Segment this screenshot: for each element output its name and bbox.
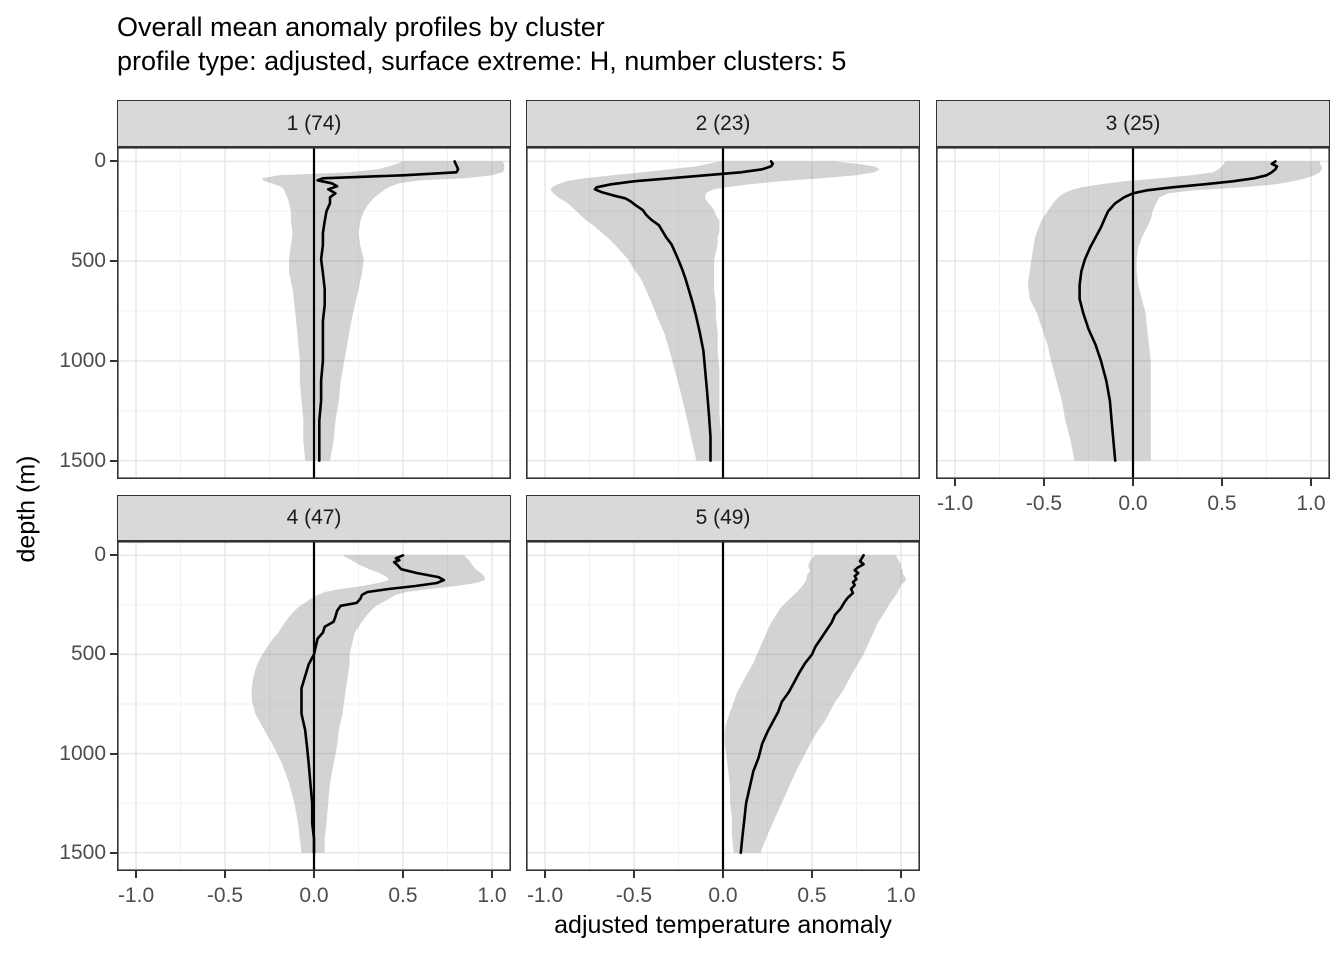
x-tick-mark bbox=[1132, 479, 1134, 486]
x-tick-mark bbox=[633, 871, 636, 878]
x-tick-mark bbox=[899, 871, 902, 878]
strip-label: 1 (74) bbox=[286, 111, 342, 135]
x-tick-mark bbox=[954, 479, 957, 486]
facet-panel: 3 (25) bbox=[936, 100, 1330, 479]
y-axis-tick-label: 1000 bbox=[59, 348, 106, 372]
y-axis-tick-label: 0 bbox=[94, 543, 106, 567]
x-axis-tick-label: -1.0 bbox=[526, 884, 564, 907]
x-axis-tick-label: 0.5 bbox=[388, 884, 418, 907]
x-axis-tick-label: 0.0 bbox=[708, 884, 738, 907]
y-tick-mark bbox=[110, 851, 117, 854]
y-tick-mark bbox=[110, 459, 117, 462]
facet-strip: 2 (23) bbox=[526, 100, 920, 147]
facet-strip: 4 (47) bbox=[117, 495, 511, 541]
x-axis-tick-label: 0.5 bbox=[1207, 492, 1237, 515]
x-axis-tick-label: 0.5 bbox=[797, 884, 827, 907]
x-tick-mark bbox=[1043, 479, 1046, 486]
facet-strip: 3 (25) bbox=[936, 100, 1330, 147]
strip-label: 3 (25) bbox=[1105, 111, 1161, 135]
x-tick-mark bbox=[722, 871, 724, 878]
panel-plot-svg bbox=[526, 147, 920, 479]
x-tick-mark bbox=[490, 871, 493, 878]
facet-strip: 5 (49) bbox=[526, 495, 920, 541]
y-tick-mark bbox=[110, 752, 117, 755]
strip-label: 4 (47) bbox=[286, 506, 342, 529]
y-axis-tick-label: 1500 bbox=[59, 840, 106, 864]
x-tick-mark bbox=[224, 871, 227, 878]
x-axis-title: adjusted temperature anomaly bbox=[554, 911, 892, 939]
panel-plot-svg bbox=[526, 541, 920, 871]
x-axis-tick-label: -1.0 bbox=[936, 492, 974, 515]
x-axis-tick-label: -0.5 bbox=[615, 884, 653, 907]
plot-title: Overall mean anomaly profiles by cluster bbox=[117, 12, 605, 42]
y-tick-mark bbox=[110, 653, 117, 656]
x-tick-mark bbox=[1309, 479, 1312, 486]
x-tick-mark bbox=[810, 871, 813, 878]
panel-plot-svg bbox=[117, 541, 511, 871]
strip-label: 2 (23) bbox=[695, 111, 751, 135]
x-axis-tick-label: -0.5 bbox=[1025, 492, 1063, 515]
x-axis-tick-label: -1.0 bbox=[117, 884, 155, 907]
panel-plot-svg bbox=[936, 147, 1330, 479]
y-axis-tick-label: 1500 bbox=[59, 448, 106, 472]
x-tick-mark bbox=[313, 871, 315, 878]
facet-strip: 1 (74) bbox=[117, 100, 511, 147]
y-axis-tick-label: 0 bbox=[94, 149, 106, 173]
x-tick-mark bbox=[1220, 479, 1223, 486]
facet-panel: 1 (74) bbox=[117, 100, 511, 479]
x-tick-mark bbox=[401, 871, 404, 878]
y-tick-mark bbox=[110, 160, 117, 163]
y-tick-mark bbox=[110, 359, 117, 362]
facet-panel: 5 (49) bbox=[526, 495, 920, 871]
x-axis-tick-label: 1.0 bbox=[477, 884, 507, 907]
y-axis-tick-label: 1000 bbox=[59, 741, 106, 765]
y-axis-tick-label: 500 bbox=[70, 642, 106, 666]
x-axis-tick-label: 1.0 bbox=[886, 884, 916, 907]
plot-subtitle: profile type: adjusted, surface extreme:… bbox=[117, 46, 847, 76]
y-tick-mark bbox=[110, 260, 117, 263]
panel-plot-svg bbox=[117, 147, 511, 479]
x-tick-mark bbox=[544, 871, 547, 878]
facet-panel: 2 (23) bbox=[526, 100, 920, 479]
facet-panel: 4 (47) bbox=[117, 495, 511, 871]
y-tick-mark bbox=[110, 554, 117, 557]
strip-label: 5 (49) bbox=[695, 506, 751, 529]
x-axis-tick-label: 0.0 bbox=[299, 884, 329, 907]
x-tick-mark bbox=[135, 871, 138, 878]
x-axis-tick-label: -0.5 bbox=[206, 884, 244, 907]
x-axis-tick-label: 1.0 bbox=[1296, 492, 1326, 515]
y-axis-tick-label: 500 bbox=[70, 249, 106, 273]
x-axis-tick-label: 0.0 bbox=[1118, 492, 1148, 515]
